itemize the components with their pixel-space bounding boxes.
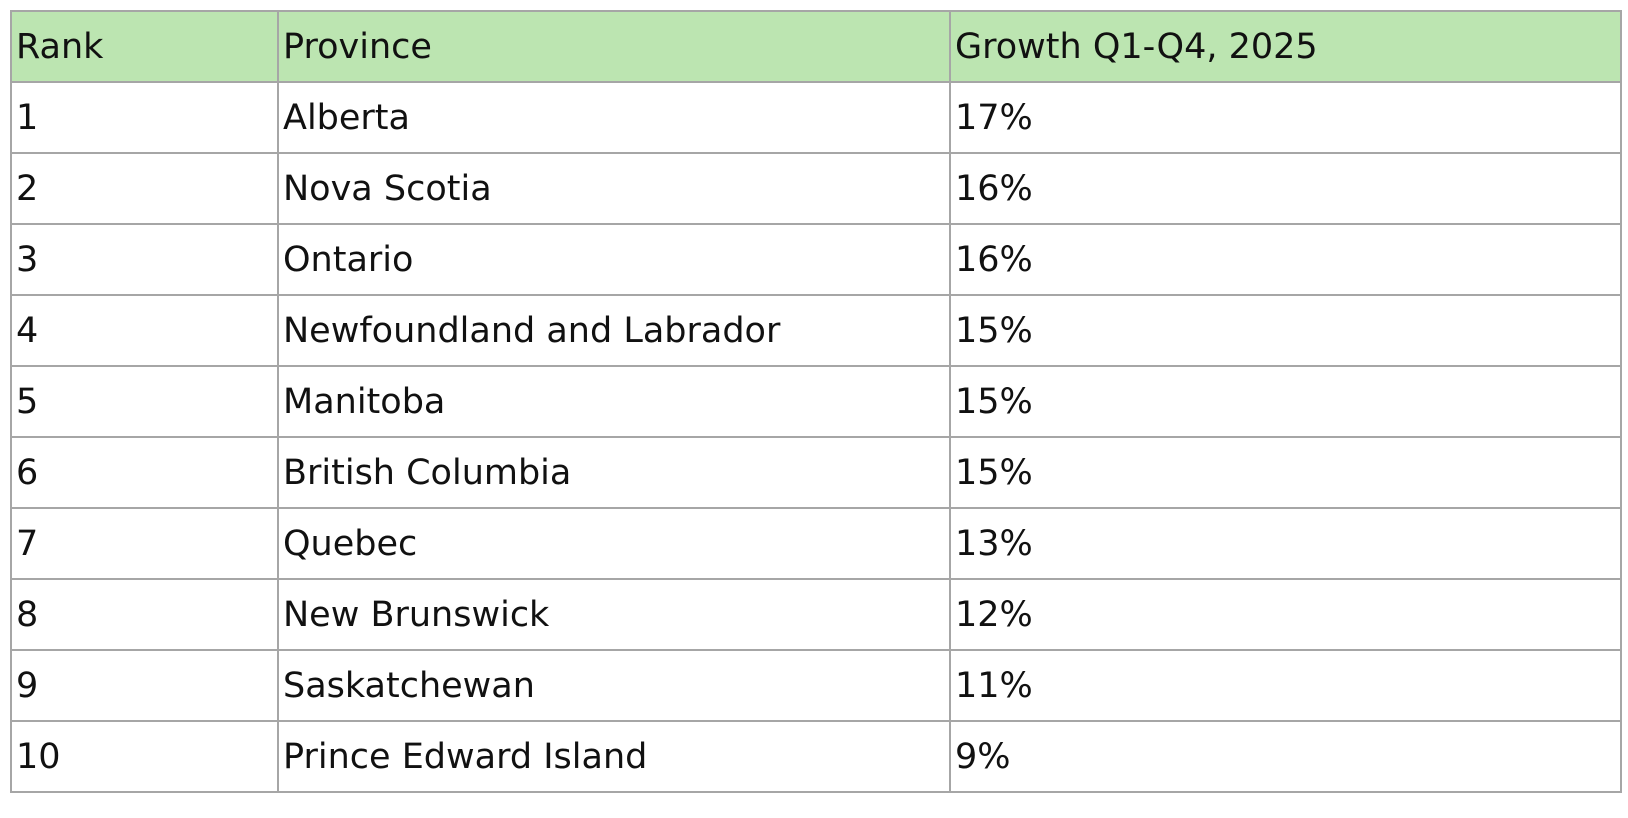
header-row: Rank Province Growth Q1-Q4, 2025 — [10, 10, 1622, 83]
table-cell: Newfoundland and Labrador — [277, 294, 951, 367]
table-cell: 5 — [10, 365, 279, 438]
table-cell: 10 — [10, 720, 279, 793]
table-cell: 15% — [949, 294, 1622, 367]
table-cell: 9% — [949, 720, 1622, 793]
table-row: 10 Prince Edward Island 9% — [10, 720, 1622, 793]
table-row: 7 Quebec 13% — [10, 507, 1622, 580]
table-cell: Ontario — [277, 223, 951, 296]
table-cell: 17% — [949, 81, 1622, 154]
table-cell: Nova Scotia — [277, 152, 951, 225]
table-cell: 12% — [949, 578, 1622, 651]
table-cell: 9 — [10, 649, 279, 722]
table-cell: 4 — [10, 294, 279, 367]
table-row: 5 Manitoba 15% — [10, 365, 1622, 438]
header-cell: Province — [277, 10, 951, 83]
table-cell: 15% — [949, 436, 1622, 509]
table-cell: 11% — [949, 649, 1622, 722]
table-cell: British Columbia — [277, 436, 951, 509]
table-cell: 6 — [10, 436, 279, 509]
table-cell: 15% — [949, 365, 1622, 438]
header-cell: Growth Q1-Q4, 2025 — [949, 10, 1622, 83]
table-cell: Manitoba — [277, 365, 951, 438]
table-row: 3 Ontario 16% — [10, 223, 1622, 296]
table-cell: Prince Edward Island — [277, 720, 951, 793]
header-cell: Rank — [10, 10, 279, 83]
province-table: Rank Province Growth Q1-Q4, 2025 1 Alberta 1… — [10, 10, 1622, 793]
table-cell: 3 — [10, 223, 279, 296]
table-row: 6 British Columbia 15% — [10, 436, 1622, 509]
table-cell: 13% — [949, 507, 1622, 580]
table-cell: 8 — [10, 578, 279, 651]
table-cell: 1 — [10, 81, 279, 154]
table-row: 1 Alberta 17% — [10, 81, 1622, 154]
table-cell: Saskatchewan — [277, 649, 951, 722]
table-row: 2 Nova Scotia 16% — [10, 152, 1622, 225]
table-cell: 2 — [10, 152, 279, 225]
table-row: 9 Saskatchewan 11% — [10, 649, 1622, 722]
table-row: 4 Newfoundland and Labrador 15% — [10, 294, 1622, 367]
table-body: 1 Alberta 17% 2 Nova Scotia 16% 3 Ontario 16% 4 Ne… — [10, 81, 1622, 793]
table-cell: New Brunswick — [277, 578, 951, 651]
table-cell: Alberta — [277, 81, 951, 154]
table-cell: 16% — [949, 223, 1622, 296]
table-cell: 7 — [10, 507, 279, 580]
table-cell: Quebec — [277, 507, 951, 580]
table-row: 8 New Brunswick 12% — [10, 578, 1622, 651]
table-cell: 16% — [949, 152, 1622, 225]
